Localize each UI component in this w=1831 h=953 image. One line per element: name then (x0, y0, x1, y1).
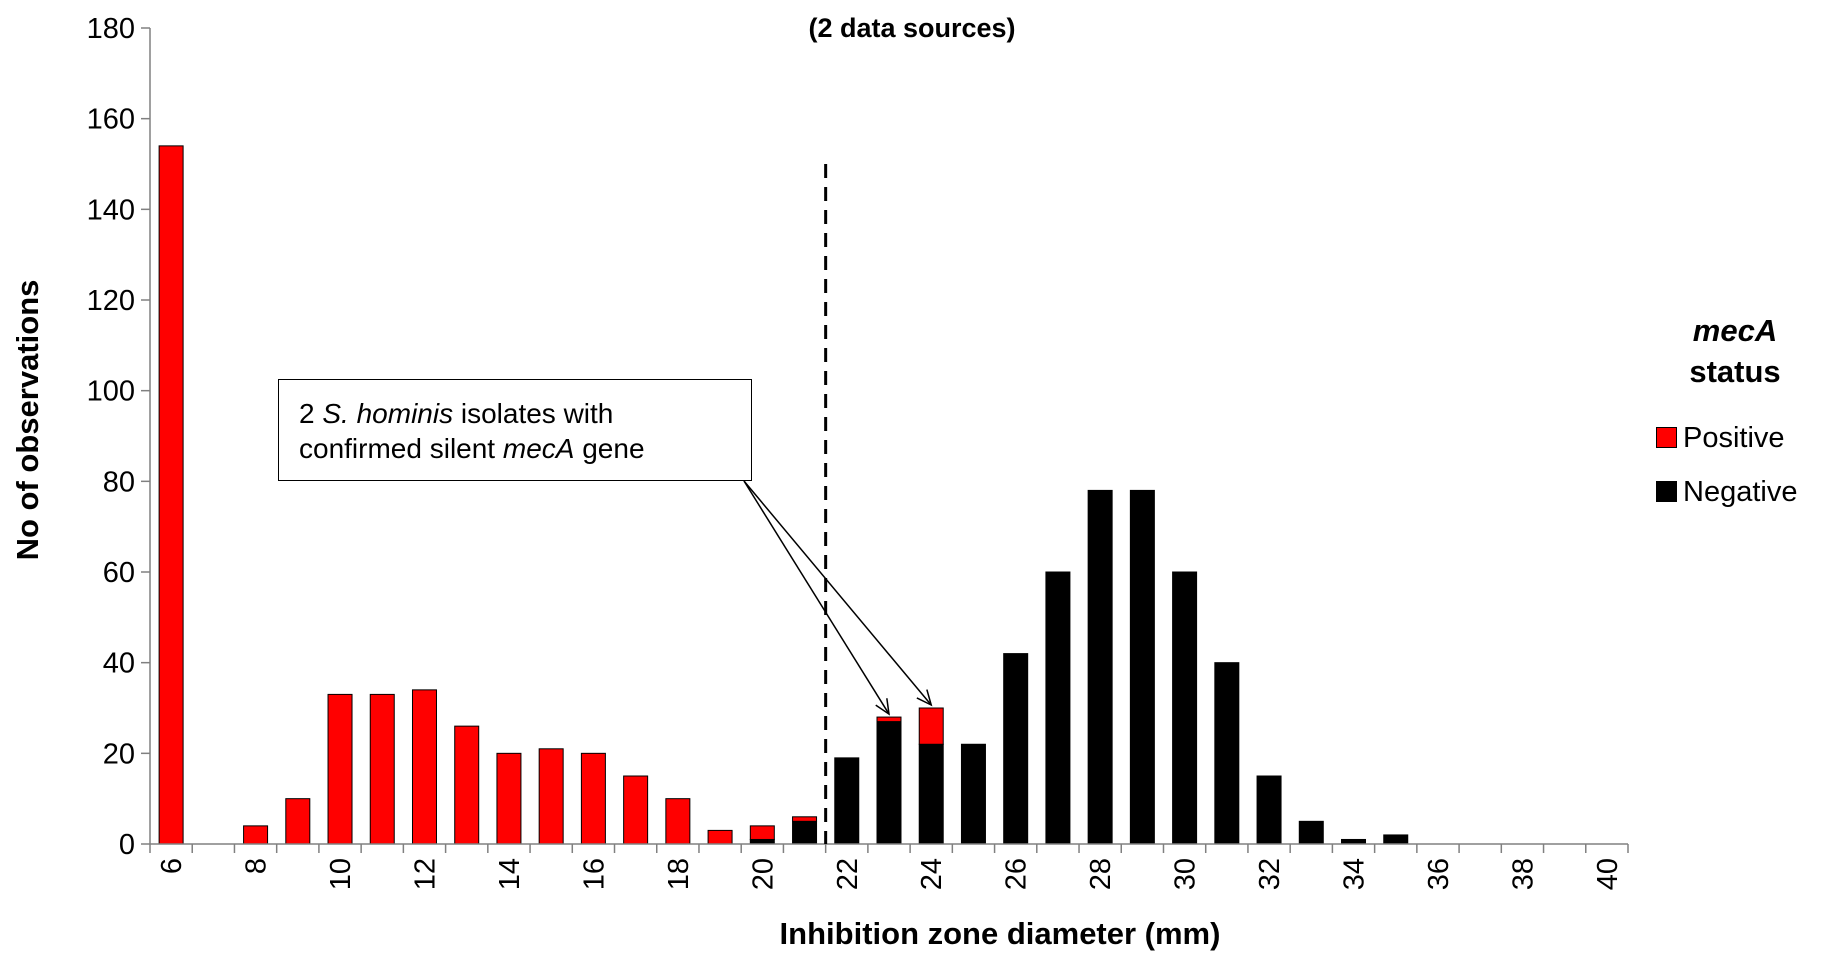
annotation-arrowhead-2 (916, 689, 933, 707)
x-tick-label-20: 20 (747, 858, 779, 890)
x-tick-label-8: 8 (241, 858, 273, 874)
axes-group (141, 27, 1629, 853)
bar-positive-18 (665, 798, 691, 845)
annotation-line-2: confirmed silent mecA gene (299, 433, 645, 464)
x-tick-label-18: 18 (663, 858, 695, 890)
y-axis-label: No of observations (10, 280, 45, 561)
tick-labels-group: 0 20 40 60 80 100 120 140 160 180 6 8 10 12 14 16 18 20 22… (87, 13, 1624, 890)
bar-negative-24 (918, 743, 944, 845)
x-tick-label-36: 36 (1423, 858, 1455, 890)
bar-positive-13 (454, 725, 480, 845)
y-tick-label-160: 160 (87, 104, 135, 136)
y-tick-label-60: 60 (103, 557, 135, 589)
bar-negative-21 (792, 820, 818, 845)
x-tick-label-14: 14 (494, 858, 526, 890)
x-axis-label: Inhibition zone diameter (mm) (780, 916, 1221, 951)
bar-positive-11 (369, 693, 395, 845)
x-tick-label-30: 30 (1170, 858, 1202, 890)
legend-title: mecA status (1689, 313, 1781, 389)
annotation-arrow-1 (743, 480, 890, 715)
y-tick-label-180: 180 (87, 13, 135, 45)
bar-negative-28 (1087, 489, 1113, 845)
bars-group (158, 145, 1409, 845)
x-tick-label-10: 10 (325, 858, 357, 890)
x-tick-label-26: 26 (1001, 858, 1033, 890)
x-tick-label-16: 16 (578, 858, 610, 890)
bar-negative-31 (1214, 662, 1240, 845)
annotation-arrowhead-1 (875, 698, 890, 716)
bar-positive-9 (285, 798, 311, 845)
bar-positive-19 (707, 829, 733, 845)
bar-positive-6 (158, 145, 184, 845)
bar-negative-27 (1045, 571, 1071, 845)
bar-positive-12 (411, 689, 437, 845)
bar-positive-17 (623, 775, 649, 845)
chart-title: (2 data sources) (808, 13, 1015, 43)
annotation-line-1: 2 S. hominis isolates with (299, 398, 614, 429)
y-tick-label-80: 80 (103, 466, 135, 498)
annotation-arrows (743, 480, 933, 716)
x-tick-label-6: 6 (156, 858, 188, 874)
y-tick-label-120: 120 (87, 285, 135, 317)
x-tick-label-34: 34 (1339, 858, 1371, 890)
y-tick-label-0: 0 (119, 829, 135, 861)
bar-negative-23 (876, 721, 902, 845)
x-tick-label-12: 12 (409, 858, 441, 890)
legend-swatch-negative (1656, 480, 1677, 502)
bar-positive-23 (876, 716, 902, 723)
x-tick-label-28: 28 (1085, 858, 1117, 890)
bar-positive-24 (918, 707, 944, 745)
legend: mecA status Positive Negative (1635, 310, 1831, 508)
y-tick-label-140: 140 (87, 194, 135, 226)
x-tick-label-24: 24 (916, 858, 948, 890)
x-tick-label-22: 22 (832, 858, 864, 890)
bar-positive-21 (792, 816, 818, 822)
bar-negative-33 (1298, 820, 1324, 845)
bar-positive-16 (580, 752, 606, 845)
legend-swatch-positive (1656, 426, 1677, 448)
bar-negative-32 (1256, 775, 1282, 845)
bar-positive-14 (496, 752, 522, 845)
bar-negative-22 (834, 757, 860, 845)
bar-negative-26 (1003, 653, 1029, 845)
x-tick-label-40: 40 (1592, 858, 1624, 890)
annotation-arrow-2 (743, 480, 932, 706)
bar-negative-25 (960, 743, 986, 845)
annotation-box: 2 S. hominis isolates with confirmed sil… (278, 379, 752, 481)
bar-negative-30 (1172, 571, 1198, 845)
bar-positive-15 (538, 748, 564, 845)
x-tick-label-32: 32 (1254, 858, 1286, 890)
bar-positive-8 (243, 825, 269, 845)
x-tick-label-38: 38 (1507, 858, 1539, 890)
y-tick-label-100: 100 (87, 376, 135, 408)
bar-positive-20 (749, 825, 775, 840)
y-tick-label-20: 20 (103, 738, 135, 770)
y-tick-label-40: 40 (103, 648, 135, 680)
bar-positive-10 (327, 693, 353, 845)
bar-negative-29 (1129, 489, 1155, 845)
legend-item-negative: Negative (1656, 476, 1797, 508)
legend-item-positive: Positive (1656, 422, 1785, 454)
bar-negative-35 (1383, 834, 1409, 845)
